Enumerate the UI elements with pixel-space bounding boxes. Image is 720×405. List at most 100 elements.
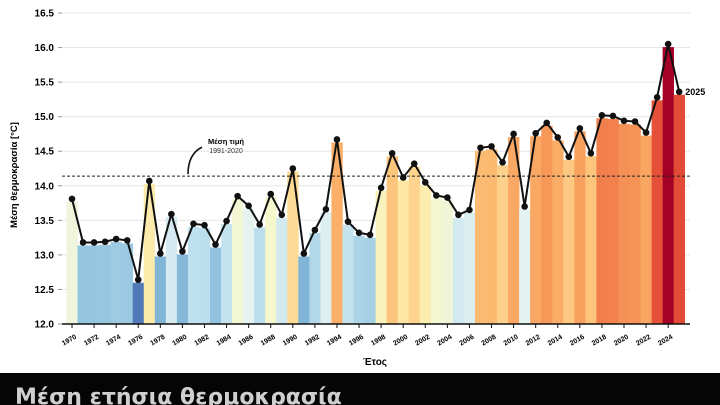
reference-arrow bbox=[187, 146, 203, 175]
point-2025 bbox=[675, 88, 683, 96]
x-axis-label: Έτος bbox=[363, 357, 387, 368]
bar-1981 bbox=[187, 226, 200, 324]
reference-line-group: Μέση τιμή 1991-2020 bbox=[62, 137, 690, 177]
x-tick-label: 2010 bbox=[503, 334, 520, 348]
bar-2001 bbox=[408, 166, 421, 324]
x-tick-label: 1986 bbox=[238, 334, 255, 348]
x-tick-label: 2014 bbox=[547, 334, 564, 348]
x-tick-label: 2008 bbox=[481, 334, 498, 348]
x-tick-label: 1980 bbox=[171, 334, 188, 348]
bar-1974 bbox=[110, 241, 122, 324]
bar-2008 bbox=[486, 149, 498, 324]
point-2022 bbox=[642, 129, 650, 136]
title-banner: Μέση ετήσια θερμοκρασία bbox=[0, 373, 720, 405]
temperature-chart: Μέση τιμή 1991-2020 12.0 12.5 13.0 13.5 14.0… bbox=[9, 9, 705, 369]
bar-1971 bbox=[77, 245, 89, 324]
y-tick-label: 12.0 bbox=[35, 320, 55, 331]
y-tick-label: 16.0 bbox=[35, 43, 55, 54]
x-tick-label: 2018 bbox=[591, 334, 608, 348]
x-tick-label: 1994 bbox=[326, 334, 343, 348]
bar-2007 bbox=[474, 150, 487, 324]
point-2008 bbox=[488, 143, 495, 150]
point-2024 bbox=[664, 40, 672, 48]
x-tick-label: 2000 bbox=[392, 334, 409, 348]
bar-1994 bbox=[331, 142, 343, 324]
point-1990 bbox=[289, 165, 297, 172]
bars bbox=[66, 47, 686, 325]
bar-1988 bbox=[265, 197, 277, 324]
x-tick-label: 2016 bbox=[569, 334, 586, 348]
bar-1990 bbox=[287, 171, 299, 324]
point-1997 bbox=[366, 231, 374, 239]
point-2011 bbox=[521, 203, 528, 210]
point-2017 bbox=[587, 149, 595, 157]
x-tick-label: 1984 bbox=[216, 334, 233, 348]
point-1979 bbox=[168, 210, 175, 218]
x-tick-label: 2002 bbox=[414, 334, 431, 348]
bar-2003 bbox=[430, 198, 443, 324]
point-2006 bbox=[466, 206, 473, 214]
y-tick-label: 16.5 bbox=[35, 9, 55, 20]
bar-2019 bbox=[607, 118, 619, 324]
bar-1991 bbox=[298, 256, 310, 324]
y-tick-label: 13.0 bbox=[35, 250, 55, 261]
point-2010 bbox=[510, 130, 517, 138]
point-2019 bbox=[609, 112, 617, 120]
point-1996 bbox=[355, 229, 363, 237]
bar-2014 bbox=[552, 140, 564, 324]
bar-2016 bbox=[574, 131, 586, 324]
point-2002 bbox=[421, 179, 429, 186]
point-1989 bbox=[278, 211, 286, 219]
point-2013 bbox=[543, 119, 551, 127]
point-1985 bbox=[234, 192, 241, 200]
bar-1996 bbox=[353, 235, 365, 324]
x-tick-label: 1972 bbox=[83, 334, 100, 348]
x-tick-label: 2022 bbox=[635, 334, 652, 348]
bar-2002 bbox=[419, 185, 432, 324]
point-1987 bbox=[256, 221, 263, 228]
bar-2024 bbox=[662, 47, 674, 324]
point-2021 bbox=[631, 118, 639, 125]
bar-2012 bbox=[530, 136, 542, 324]
x-tick-label: 1992 bbox=[304, 334, 321, 348]
point-2005 bbox=[455, 211, 462, 219]
y-tick-label: 15.0 bbox=[35, 112, 55, 123]
point-1977 bbox=[145, 177, 153, 185]
point-2014 bbox=[554, 134, 562, 141]
y-tick-label: 13.5 bbox=[35, 216, 55, 227]
bar-1999 bbox=[386, 156, 398, 324]
x-tick-label: 1998 bbox=[370, 334, 387, 348]
reference-sublabel: 1991-2020 bbox=[209, 148, 243, 155]
x-tick-label: 1988 bbox=[260, 334, 277, 348]
x-tick-label: 1970 bbox=[61, 334, 78, 348]
x-tick-label: 1982 bbox=[193, 334, 210, 348]
point-1994 bbox=[333, 136, 341, 143]
bar-2023 bbox=[651, 100, 663, 324]
bar-2017 bbox=[585, 156, 597, 324]
x-tick-label: 1990 bbox=[282, 334, 299, 348]
bar-1973 bbox=[99, 244, 111, 324]
point-1975 bbox=[123, 237, 131, 244]
bar-1987 bbox=[254, 227, 266, 324]
point-2018 bbox=[598, 111, 606, 119]
point-1976 bbox=[134, 276, 142, 284]
line-series bbox=[68, 40, 683, 284]
y-tick-label: 15.5 bbox=[35, 78, 55, 89]
temperature-line bbox=[71, 43, 681, 281]
point-1998 bbox=[377, 184, 385, 192]
point-2012 bbox=[532, 129, 539, 137]
bar-2021 bbox=[629, 124, 641, 324]
point-1992 bbox=[311, 226, 319, 234]
bar-1992 bbox=[309, 233, 321, 324]
point-1970 bbox=[68, 195, 76, 203]
bar-2011 bbox=[519, 209, 531, 324]
bar-1998 bbox=[375, 190, 387, 324]
point-1988 bbox=[267, 190, 275, 198]
x-tick-label: 1974 bbox=[105, 334, 122, 348]
bar-1993 bbox=[320, 212, 332, 324]
bar-1986 bbox=[243, 208, 255, 324]
point-2023 bbox=[653, 94, 661, 101]
point-1991 bbox=[300, 250, 308, 257]
bar-2022 bbox=[640, 135, 652, 324]
x-tick-label: 1976 bbox=[127, 334, 144, 348]
